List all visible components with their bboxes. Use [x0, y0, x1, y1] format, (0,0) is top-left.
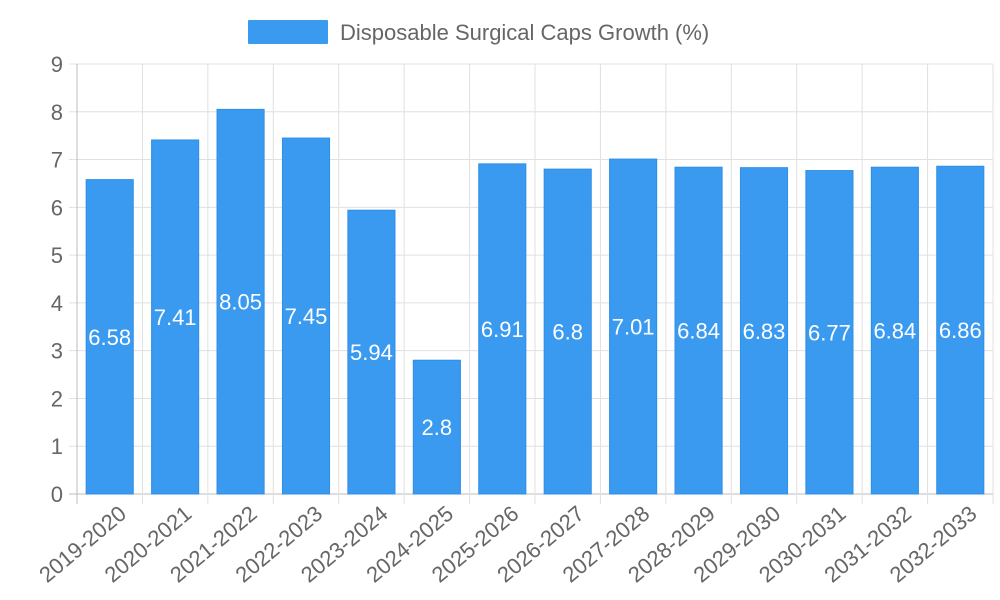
bar-value-label: 6.83 [743, 319, 786, 344]
y-tick-label: 1 [51, 434, 63, 459]
y-tick-label: 0 [51, 482, 63, 507]
y-tick-label: 4 [51, 291, 63, 316]
bar-value-label: 6.58 [88, 325, 131, 350]
y-tick-label: 5 [51, 243, 63, 268]
bar-2030-2031[interactable] [805, 170, 854, 495]
legend[interactable]: Disposable Surgical Caps Growth (%) [248, 20, 709, 45]
bar-2023-2024[interactable] [347, 209, 396, 495]
bar-value-label: 6.8 [552, 320, 583, 345]
bar-value-label: 7.01 [612, 315, 655, 340]
bar-value-label: 6.86 [939, 318, 982, 343]
bar-2025-2026[interactable] [478, 163, 527, 495]
bar-value-label: 2.8 [422, 415, 453, 440]
bar-2019-2020[interactable] [85, 179, 134, 495]
bar-value-label: 7.41 [154, 305, 197, 330]
y-tick-label: 6 [51, 195, 63, 220]
bar-2026-2027[interactable] [543, 168, 592, 495]
bar-2028-2029[interactable] [674, 166, 723, 495]
bar-2029-2030[interactable] [739, 167, 789, 495]
bar-2031-2032[interactable] [870, 166, 919, 495]
bar-value-label: 6.91 [481, 317, 524, 342]
bar-value-label: 6.77 [808, 320, 851, 345]
grid [69, 63, 994, 504]
bar-2027-2028[interactable] [609, 158, 658, 495]
y-tick-label: 8 [51, 100, 63, 125]
bar-value-label: 6.84 [677, 319, 720, 344]
bar-value-label: 8.05 [219, 290, 262, 315]
y-tick-label: 9 [51, 52, 63, 77]
y-tick-label: 2 [51, 386, 63, 411]
legend-label[interactable]: Disposable Surgical Caps Growth (%) [340, 20, 709, 45]
bar-2021-2022[interactable] [216, 108, 265, 495]
bar-2020-2021[interactable] [151, 139, 200, 495]
bar-value-label: 6.84 [873, 319, 916, 344]
bar-2032-2033[interactable] [936, 165, 985, 495]
bar-value-label: 7.45 [285, 304, 328, 329]
bar-2024-2025[interactable] [412, 359, 461, 495]
legend-swatch[interactable] [248, 20, 328, 44]
bars [85, 108, 985, 495]
y-tick-label: 7 [51, 148, 63, 173]
bar-value-label: 5.94 [350, 340, 393, 365]
bar-2022-2023[interactable] [281, 137, 331, 495]
y-tick-label: 3 [51, 339, 63, 364]
data-labels: 6.58 7.41 8.05 7.45 5.94 2.8 6.91 6.8 7.01 6.84 6.… [88, 290, 981, 440]
